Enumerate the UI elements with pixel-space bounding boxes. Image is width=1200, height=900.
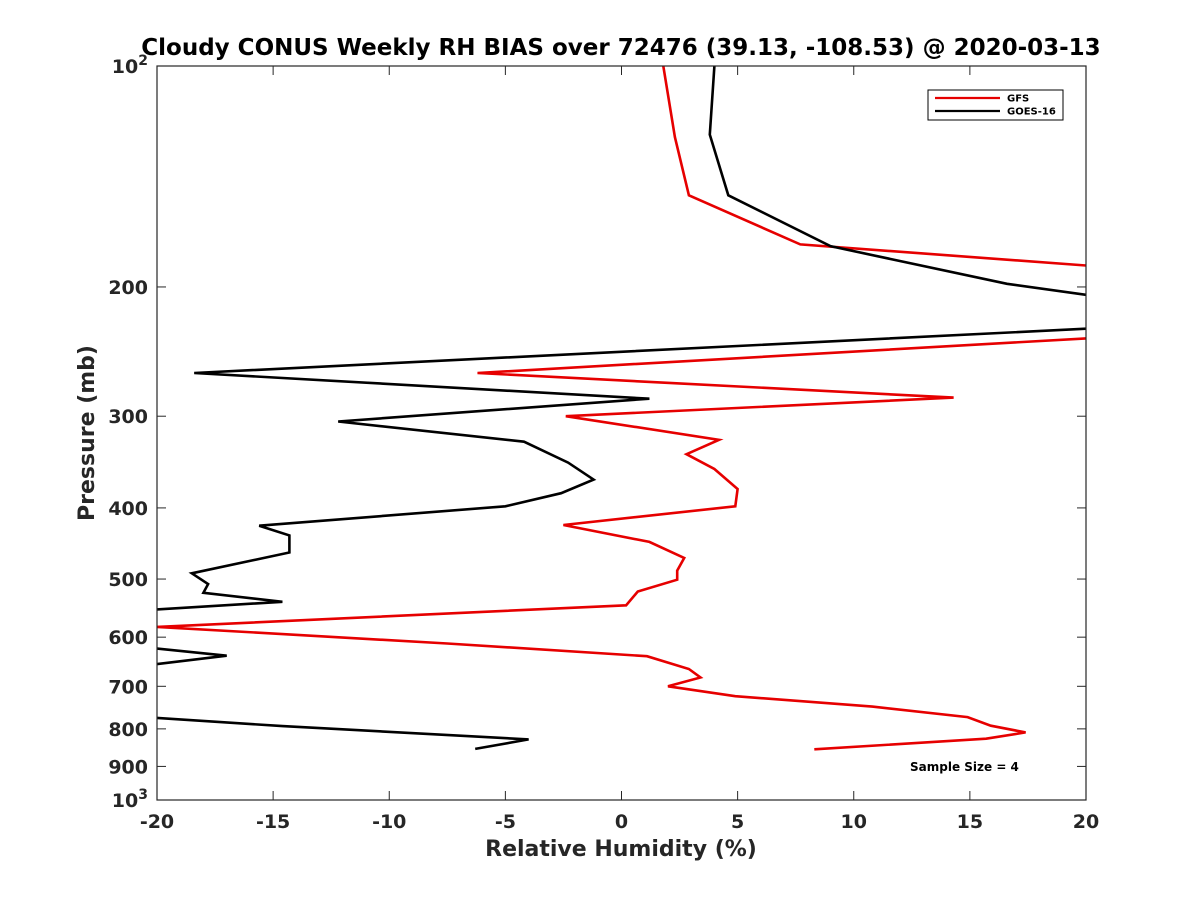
y-tick-label: 103 [112,787,148,812]
y-tick-label: 900 [108,756,148,778]
y-tick-label: 800 [108,719,148,741]
x-tick-label: 0 [615,811,628,833]
x-axis-label: Relative Humidity (%) [485,837,757,862]
series-line-goes16 [157,66,1086,751]
legend-label-gfs: GFS [1007,94,1029,105]
y-tick-label: 600 [108,627,148,649]
x-axis: -20 -15 -10 -5 0 5 10 15 20 [140,66,1099,833]
series-line-gfs [157,66,1086,751]
x-tick-label: 10 [841,811,867,833]
y-axis: 102 200 300 400 500 600 700 800 900 103 [108,53,1086,812]
y-tick-label: 400 [108,498,148,520]
series-layer [157,66,1086,751]
x-tick-label: 15 [957,811,983,833]
x-tick-label: -5 [495,811,516,833]
y-tick-label: 700 [108,676,148,698]
chart-title: Cloudy CONUS Weekly RH BIAS over 72476 (… [141,35,1100,61]
legend-label-goes16: GOES-16 [1007,107,1056,118]
x-tick-label: -15 [256,811,290,833]
y-tick-label: 200 [108,277,148,299]
y-tick-label: 500 [108,569,148,591]
x-tick-label: -10 [372,811,406,833]
sample-size-annotation: Sample Size = 4 [910,760,1019,774]
x-tick-label: 5 [731,811,744,833]
x-tick-label: -20 [140,811,174,833]
y-tick-label: 102 [112,53,148,78]
legend: GFS GOES-16 [927,89,1064,121]
x-tick-label: 20 [1073,811,1099,833]
y-axis-label: Pressure (mb) [75,345,100,521]
legend-box [927,89,1064,121]
y-tick-label: 300 [108,406,148,428]
